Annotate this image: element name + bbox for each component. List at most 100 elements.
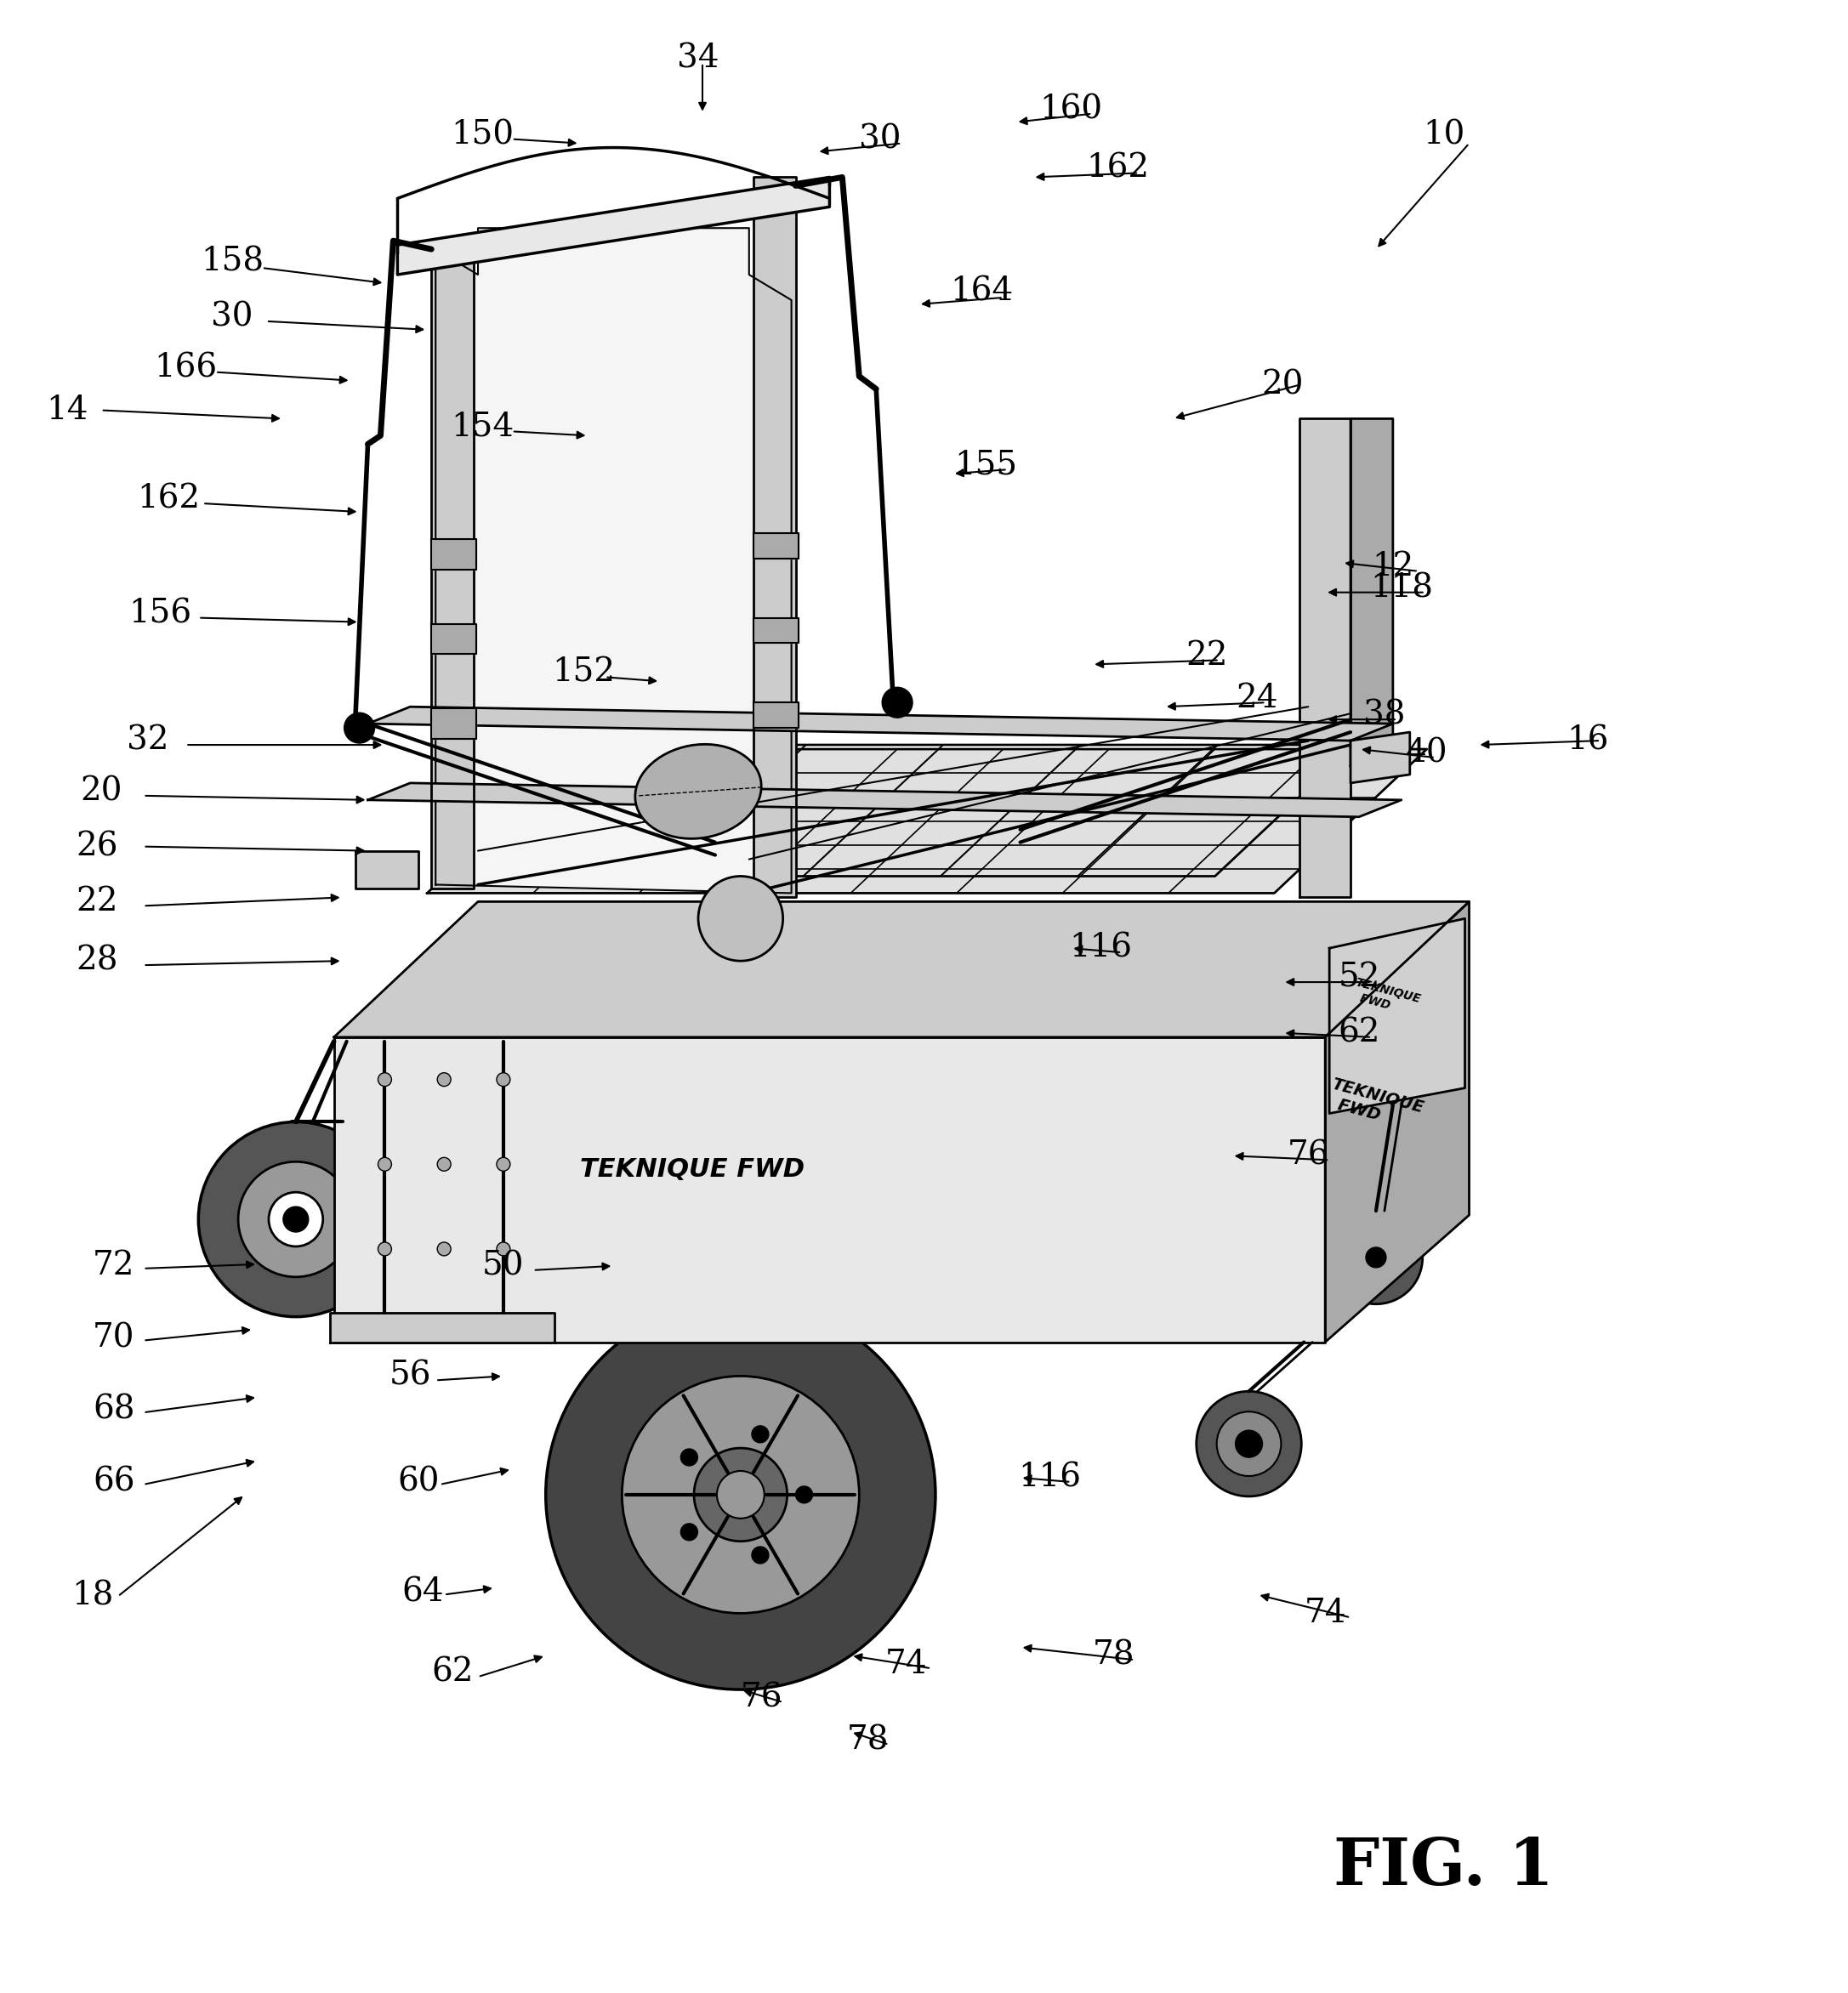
Ellipse shape [497,1158,510,1172]
Text: 155: 155 [955,450,1018,480]
Text: 74: 74 [885,1648,928,1680]
Polygon shape [431,624,477,654]
Text: 74: 74 [1305,1598,1345,1628]
Text: 70: 70 [92,1321,135,1353]
Text: 56: 56 [390,1361,431,1391]
Text: 30: 30 [859,124,902,155]
Ellipse shape [680,1523,699,1541]
Text: 118: 118 [1369,572,1432,604]
Ellipse shape [1234,1431,1262,1457]
Text: 62: 62 [1338,1016,1380,1048]
Ellipse shape [438,1158,451,1172]
Text: 38: 38 [1364,700,1406,731]
Text: 20: 20 [1262,369,1305,401]
Text: TEKNIQUE
  FWD: TEKNIQUE FWD [1351,977,1423,1018]
Ellipse shape [268,1192,323,1246]
Polygon shape [1325,901,1469,1341]
Ellipse shape [238,1162,353,1278]
Polygon shape [1351,419,1393,765]
Text: 164: 164 [950,275,1013,307]
Text: 60: 60 [397,1467,440,1497]
Text: 12: 12 [1371,552,1414,582]
Polygon shape [368,708,1393,741]
Text: 152: 152 [553,658,615,690]
Text: 156: 156 [129,598,192,630]
Ellipse shape [717,1471,765,1519]
Polygon shape [754,532,798,558]
Text: 24: 24 [1236,682,1279,713]
Ellipse shape [1216,1411,1281,1477]
Polygon shape [334,901,1469,1036]
Text: 158: 158 [201,247,264,277]
Ellipse shape [881,688,913,717]
Polygon shape [431,708,477,739]
Text: 68: 68 [92,1395,135,1425]
Text: 62: 62 [431,1656,473,1688]
Ellipse shape [344,713,375,743]
Ellipse shape [379,1158,392,1172]
Polygon shape [1299,419,1351,897]
Ellipse shape [198,1122,394,1317]
Polygon shape [329,1313,554,1341]
Text: TEKNIQUE
  FWD: TEKNIQUE FWD [1325,1076,1425,1134]
Polygon shape [436,227,791,893]
Text: 18: 18 [72,1580,113,1612]
Polygon shape [431,249,473,889]
Text: 64: 64 [401,1576,444,1608]
Ellipse shape [1196,1391,1301,1497]
Polygon shape [368,783,1401,817]
Text: 16: 16 [1567,725,1610,757]
Ellipse shape [283,1206,309,1232]
Text: 40: 40 [1406,737,1447,769]
Text: 26: 26 [76,831,118,863]
Text: 78: 78 [846,1724,889,1756]
Ellipse shape [379,1242,392,1256]
Ellipse shape [695,1449,787,1541]
Polygon shape [334,1036,1325,1341]
Ellipse shape [545,1299,935,1690]
Text: 162: 162 [137,484,200,514]
Ellipse shape [497,1242,510,1256]
Ellipse shape [497,1072,510,1086]
Polygon shape [1351,731,1410,783]
Text: 166: 166 [153,353,218,383]
Text: 116: 116 [1070,933,1133,965]
Text: FIG. 1: FIG. 1 [1334,1836,1554,1899]
Text: 150: 150 [451,120,514,151]
Text: 72: 72 [92,1250,135,1281]
Text: 22: 22 [1185,640,1227,672]
Text: 32: 32 [126,725,168,757]
Text: 78: 78 [1092,1640,1135,1672]
Text: 34: 34 [676,44,719,74]
Polygon shape [1329,919,1465,1114]
Ellipse shape [1351,1232,1401,1283]
Text: 20: 20 [79,775,122,807]
Ellipse shape [438,1072,451,1086]
Text: 160: 160 [1039,94,1103,126]
Text: TEKNIQUE FWD: TEKNIQUE FWD [580,1158,804,1182]
Text: 50: 50 [482,1250,525,1281]
Text: 76: 76 [1288,1140,1329,1172]
Text: 22: 22 [76,885,118,917]
Ellipse shape [438,1242,451,1256]
Ellipse shape [752,1547,769,1565]
Text: 52: 52 [1338,963,1380,995]
Polygon shape [754,177,796,897]
Polygon shape [431,538,477,570]
Text: 76: 76 [741,1682,784,1714]
Text: 14: 14 [46,395,89,427]
Text: 28: 28 [76,945,118,977]
Text: 116: 116 [1018,1463,1081,1493]
Ellipse shape [623,1375,859,1612]
Ellipse shape [636,743,761,839]
Ellipse shape [1366,1248,1386,1268]
Polygon shape [397,177,830,275]
Ellipse shape [379,1072,392,1086]
Text: 10: 10 [1423,120,1465,151]
Polygon shape [427,749,1427,893]
Ellipse shape [699,877,784,961]
Ellipse shape [752,1425,769,1443]
Text: 66: 66 [92,1467,135,1497]
Polygon shape [754,618,798,644]
Ellipse shape [680,1449,699,1465]
